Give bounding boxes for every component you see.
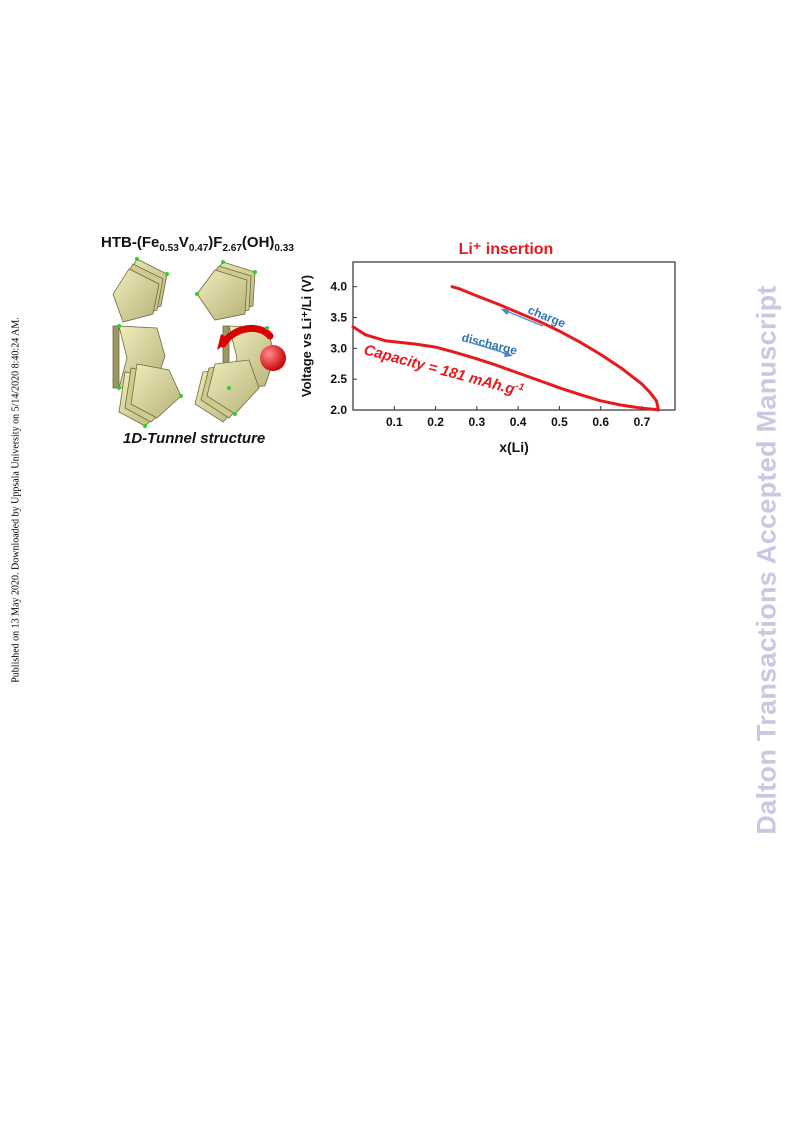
octahedron-bottom-right bbox=[194, 359, 260, 423]
charge-arrow bbox=[505, 310, 544, 327]
discharge-curve bbox=[351, 325, 660, 412]
voltage-chart: Li⁺ insertion Voltage vs Li⁺/Li (V) x(Li… bbox=[299, 241, 676, 455]
discharge-arrow bbox=[468, 341, 509, 355]
graphical-abstract: HTB-(Fe0.53V0.47)F2.67(OH)0.33 bbox=[95, 230, 685, 460]
fluorine-atoms bbox=[117, 257, 269, 428]
octahedron-top-left bbox=[112, 258, 168, 323]
discharge-annotation: discharge bbox=[460, 330, 519, 357]
x-tick-label: 0.6 bbox=[592, 415, 609, 429]
x-tick-label: 0.2 bbox=[427, 415, 444, 429]
x-axis-label: x(Li) bbox=[499, 439, 529, 455]
y-tick-label: 2.0 bbox=[330, 403, 347, 417]
watermark-text: Dalton Transactions Accepted Manuscript bbox=[751, 285, 782, 835]
charge-annotation: charge bbox=[501, 303, 568, 331]
x-tick-label: 0.7 bbox=[634, 415, 651, 429]
y-tick-label: 3.5 bbox=[330, 311, 347, 325]
chart-title: Li⁺ insertion bbox=[459, 241, 554, 258]
x-tick-label: 0.5 bbox=[551, 415, 568, 429]
x-tick-label: 0.4 bbox=[510, 415, 527, 429]
charge-curve bbox=[450, 285, 660, 412]
lithium-ion-sphere bbox=[260, 345, 286, 371]
y-tick-label: 4.0 bbox=[330, 280, 347, 294]
publication-note-text: Published on 13 May 2020. Downloaded by … bbox=[10, 317, 22, 683]
structure-caption: 1D-Tunnel structure bbox=[123, 430, 266, 447]
y-axis-label: Voltage vs Li⁺/Li (V) bbox=[299, 275, 314, 397]
y-tick-label: 3.0 bbox=[330, 341, 347, 355]
x-tick-label: 0.3 bbox=[469, 415, 486, 429]
tunnel-structure-illustration bbox=[112, 257, 286, 428]
discharge-label: discharge bbox=[460, 330, 519, 357]
y-tick-label: 2.5 bbox=[330, 372, 347, 386]
octahedron-bottom-left bbox=[118, 363, 182, 427]
plot-frame bbox=[352, 261, 676, 411]
octahedron-top-right bbox=[196, 261, 256, 321]
compound-formula: HTB-(Fe0.53V0.47)F2.67(OH)0.33 bbox=[101, 234, 294, 254]
x-tick-label: 0.1 bbox=[386, 415, 403, 429]
